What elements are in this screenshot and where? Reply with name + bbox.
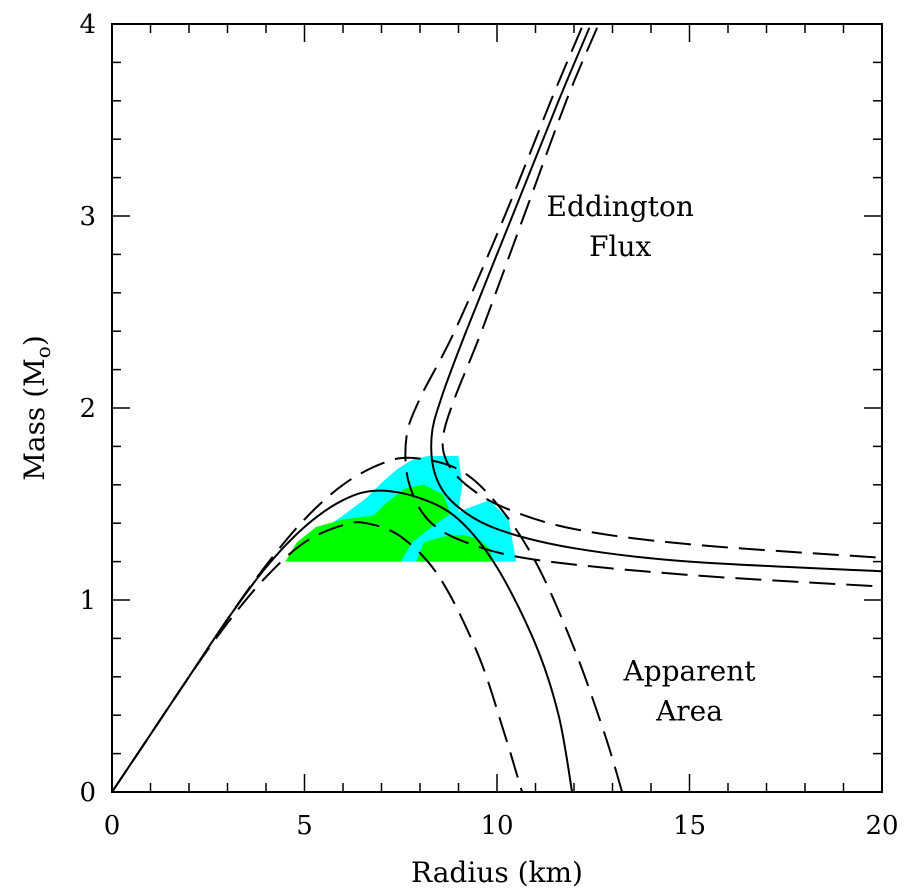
region-green-2 (416, 534, 494, 562)
curve-solid-0 (111, 489, 574, 793)
curve-dashed-2 (111, 521, 523, 793)
curve-solid-3 (430, 27, 883, 573)
y-tick-label: 3 (79, 202, 96, 232)
y-tick-label: 0 (79, 778, 96, 808)
y-tick-label: 1 (79, 586, 96, 616)
curve-dashed-4 (441, 27, 883, 559)
tick-labels: 0 5 10 15 20 0 1 2 3 4 (79, 10, 898, 841)
annotation-0-line-1: Flux (589, 230, 651, 263)
y-axis-title-sub: o (31, 346, 55, 358)
annotation-1-line-1: Area (655, 695, 723, 728)
annotation-0-line-0: Eddington (547, 190, 694, 223)
axis-ticks (111, 23, 883, 793)
x-axis-title: Radius (km) (411, 856, 583, 889)
y-axis-title-main: Mass (M (18, 358, 51, 481)
x-tick-label: 15 (673, 811, 706, 841)
annotation-1-line-0: Apparent (622, 655, 756, 688)
y-axis-title-close: ) (18, 335, 51, 346)
x-tick-label: 0 (104, 811, 121, 841)
x-tick-label: 5 (296, 811, 313, 841)
x-tick-label: 10 (480, 811, 513, 841)
y-tick-label: 2 (79, 394, 96, 424)
plot-frame (111, 23, 883, 793)
y-axis-title: Mass (Mo) (18, 335, 55, 481)
curves (111, 27, 883, 793)
annotations: Eddington Flux Apparent Area (547, 190, 757, 728)
x-tick-label: 20 (865, 811, 898, 841)
y-tick-label: 4 (79, 10, 96, 40)
